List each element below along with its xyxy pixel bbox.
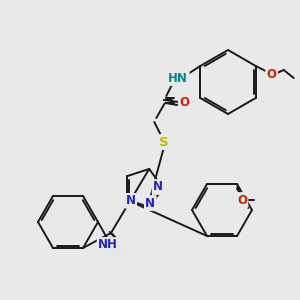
Text: O: O: [237, 194, 247, 206]
Text: O: O: [267, 68, 277, 80]
Text: O: O: [179, 95, 189, 109]
Text: S: S: [160, 136, 169, 148]
Text: N: N: [126, 194, 136, 207]
Text: O: O: [267, 68, 277, 80]
Text: O: O: [237, 194, 247, 206]
Text: NH: NH: [98, 238, 118, 251]
Text: N: N: [126, 194, 136, 207]
Text: S: S: [160, 136, 169, 148]
Text: N: N: [153, 181, 163, 194]
Text: N: N: [145, 196, 155, 209]
Text: HN: HN: [168, 71, 188, 85]
Text: NH: NH: [98, 238, 118, 251]
Text: O: O: [179, 95, 189, 109]
Text: N: N: [145, 196, 155, 209]
Text: HN: HN: [168, 71, 188, 85]
Text: N: N: [153, 181, 163, 194]
Text: O: O: [179, 95, 189, 109]
